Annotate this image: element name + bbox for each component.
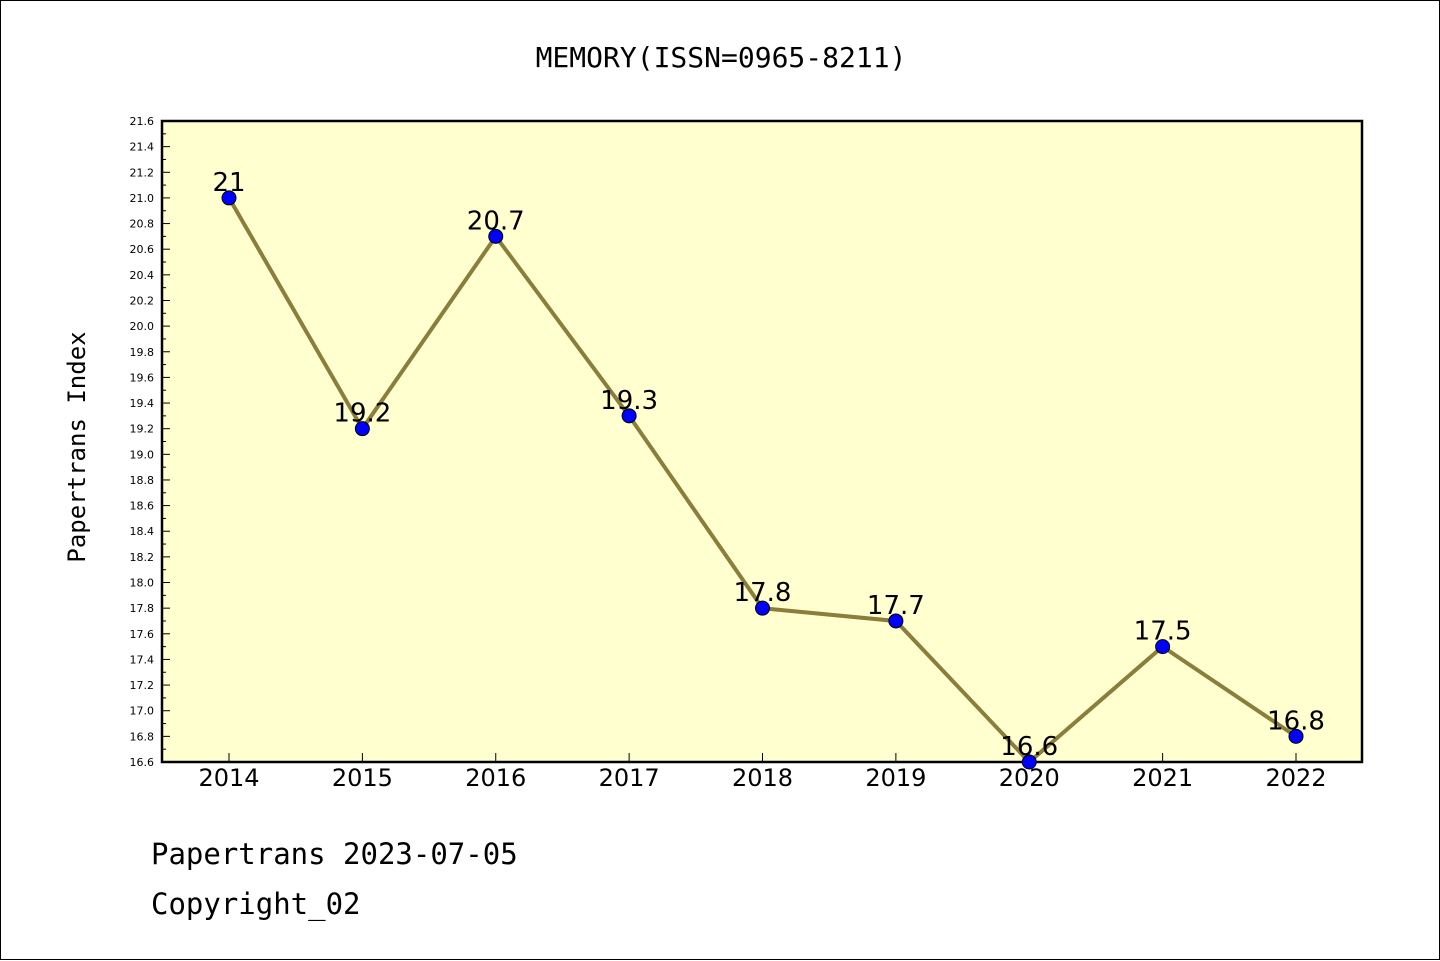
data-point-label: 17.5 <box>1134 617 1192 647</box>
data-point-label: 19.3 <box>600 386 658 416</box>
data-point-label: 21 <box>212 168 245 198</box>
y-tick-label: 18.8 <box>130 474 155 487</box>
x-tick-label: 2016 <box>465 764 526 792</box>
data-point-marker <box>1288 728 1304 744</box>
y-tick-label: 17.6 <box>130 628 155 641</box>
data-point-label: 16.6 <box>1000 732 1058 762</box>
data-point-marker <box>221 190 237 206</box>
data-point-label: 17.8 <box>734 578 792 608</box>
data-point-label: 17.7 <box>867 591 925 621</box>
y-tick-label: 17.0 <box>130 705 155 718</box>
y-tick-label: 21.2 <box>130 166 155 179</box>
y-tick-label: 18.6 <box>130 500 155 513</box>
y-tick-label: 17.4 <box>130 653 155 666</box>
data-point-marker <box>755 600 770 616</box>
data-point-marker <box>621 408 637 424</box>
footer-copyright-text: Copyright_02 <box>151 887 361 922</box>
y-axis: 16.6 16.8 17.0 17.2 17.4 17.6 17.8 18.0 18.2 18.4… <box>130 115 170 769</box>
y-tick-label: 21.4 <box>130 141 155 154</box>
data-point-marker <box>1155 639 1171 655</box>
data-point-marker <box>488 228 504 244</box>
y-tick-label: 20.6 <box>130 243 155 256</box>
y-tick-label: 19.0 <box>130 448 155 461</box>
data-point-marker <box>1021 754 1037 770</box>
series-markers <box>221 190 1304 770</box>
data-point-label: 19.2 <box>333 399 391 429</box>
y-tick-label: 21.6 <box>130 115 155 128</box>
y-tick-label: 19.4 <box>130 397 155 410</box>
y-tick-label: 18.0 <box>130 577 155 590</box>
y-tick-label: 19.6 <box>130 371 155 384</box>
y-tick-label: 16.6 <box>130 756 155 769</box>
x-tick-label: 2019 <box>865 764 926 792</box>
data-point-marker <box>888 613 904 629</box>
x-tick-label: 2017 <box>599 764 660 792</box>
y-tick-label: 16.8 <box>130 730 155 743</box>
y-tick-label: 20.8 <box>130 218 155 231</box>
data-point-label: 20.7 <box>467 206 525 236</box>
y-tick-label: 21.0 <box>130 192 155 205</box>
x-tick-label: 2022 <box>1265 764 1326 792</box>
x-tick-label: 2018 <box>732 764 793 792</box>
x-axis: 2014 2015 2016 2017 2018 2019 2020 2021 2022 <box>198 753 1327 792</box>
y-axis-label: Papertrans Index <box>63 331 91 562</box>
y-tick-label: 18.4 <box>130 525 155 538</box>
y-tick-label: 18.2 <box>130 551 155 564</box>
y-tick-label: 17.2 <box>130 679 155 692</box>
footer-date-text: Papertrans 2023-07-05 <box>151 837 518 871</box>
y-tick-label: 17.8 <box>130 602 155 615</box>
y-tick-label: 20.4 <box>130 269 155 282</box>
chart-title: MEMORY(ISSN=0965-8211) <box>536 41 907 74</box>
y-tick-label: 19.8 <box>130 346 155 359</box>
y-tick-label: 19.2 <box>130 423 155 436</box>
data-point-label: 16.8 <box>1267 706 1325 736</box>
y-tick-label: 20.2 <box>130 294 155 307</box>
x-tick-label: 2015 <box>332 764 393 792</box>
y-tick-label: 20.0 <box>130 320 155 333</box>
data-point-marker <box>354 421 370 437</box>
x-tick-label: 2014 <box>198 764 259 792</box>
x-tick-label: 2021 <box>1132 764 1193 792</box>
data-labels: 21 19.2 20.7 19.3 17.8 17.7 16.6 17.5 16.8 <box>212 168 1324 762</box>
plot-area <box>160 119 1364 764</box>
